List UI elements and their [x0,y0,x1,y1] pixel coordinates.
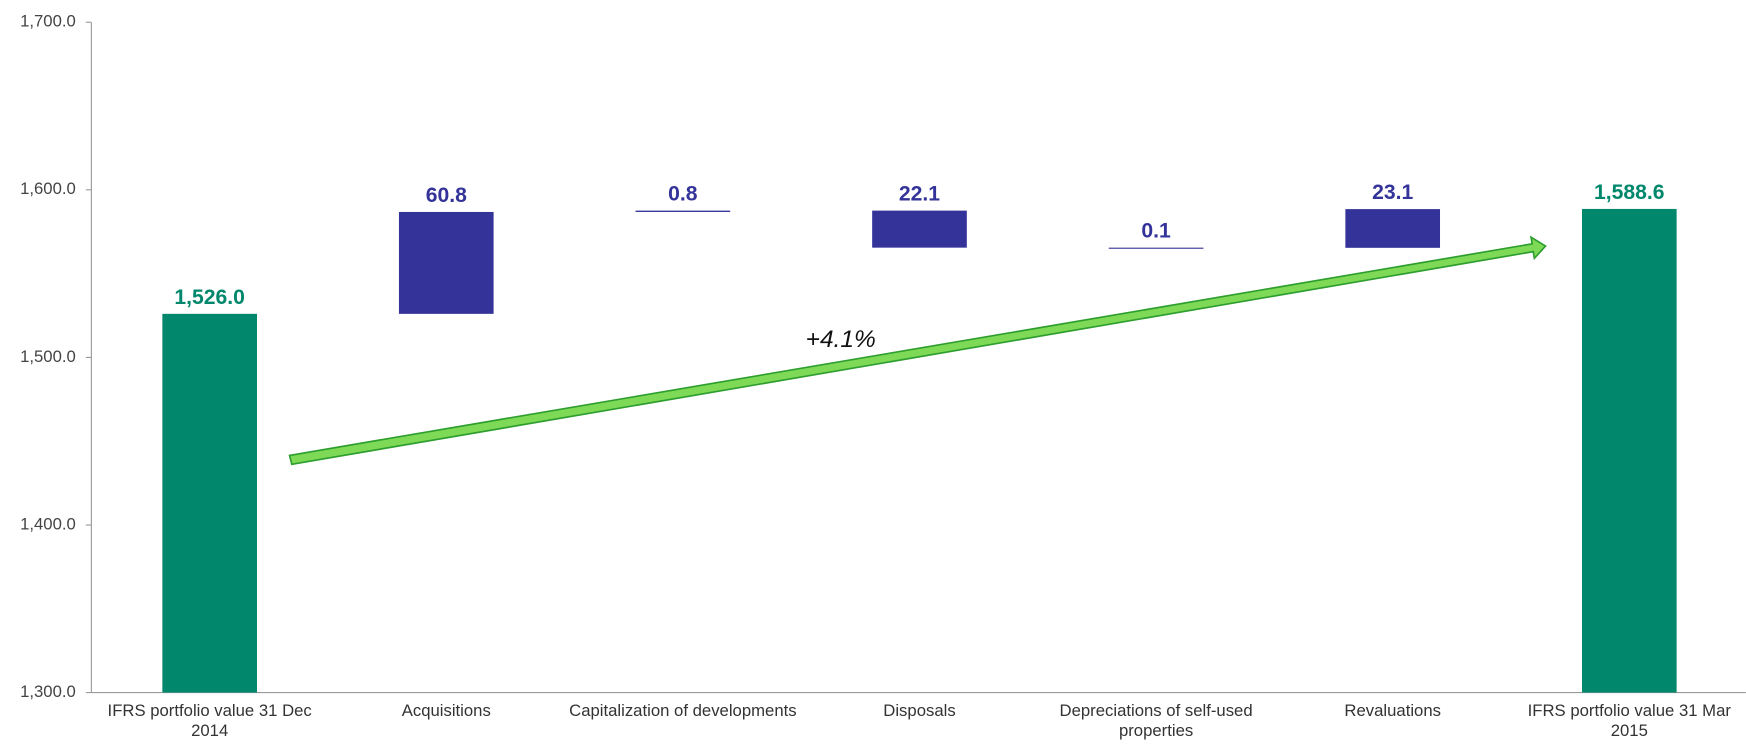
y-tick-label: 1,700.0 [20,12,76,31]
y-tick-label: 1,400.0 [20,514,76,533]
x-tick-label: Revaluations [1344,701,1441,721]
y-tick-label: 1,500.0 [20,347,76,366]
value-label: 1,588.6 [1594,181,1665,204]
bar [162,313,257,693]
bar [872,210,967,248]
value-label: 23.1 [1372,181,1413,204]
value-label: 0.8 [668,183,698,206]
bar [635,210,731,212]
y-tick-label: 1,600.0 [20,179,76,198]
x-label-box: Capitalization of developments [569,701,797,721]
x-tick-label: Disposals [883,701,956,721]
x-label-box: Disposals [883,701,956,721]
growth-arrow [288,235,1547,466]
x-label-box: Revaluations [1344,701,1441,721]
bar [398,211,494,314]
value-label: 0.1 [1141,220,1171,243]
bar [1581,208,1677,693]
value-label: 60.8 [426,184,467,207]
x-label-box: IFRS portfolio value 31 Mar 2015 [1527,701,1731,741]
y-tick-label: 1,300.0 [20,682,76,701]
x-label-box: Acquisitions [401,701,491,721]
value-label: 22.1 [899,183,940,206]
value-label: 1,526.0 [174,286,245,309]
x-label-box: IFRS portfolio value 31 Dec 2014 [107,701,312,741]
bar [1345,209,1441,248]
x-tick-label: Acquisitions [401,701,491,721]
x-tick-label: Capitalization of developments [569,701,797,721]
bar [1108,247,1204,249]
x-tick-label: IFRS portfolio value 31 Dec 2014 [107,701,312,741]
x-label-box: Depreciations of self-used properties [1059,701,1253,741]
x-tick-label: Depreciations of self-used properties [1059,701,1253,741]
annotation: +4.1% [806,326,876,353]
x-tick-label: IFRS portfolio value 31 Mar 2015 [1527,701,1731,741]
